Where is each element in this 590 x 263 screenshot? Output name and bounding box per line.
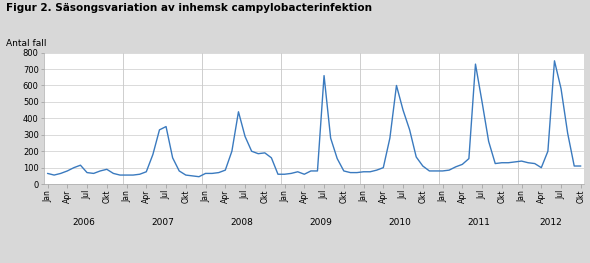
Text: 2006: 2006 (73, 218, 95, 227)
Text: Figur 2. Säsongsvariation av inhemsk campylobacterinfektion: Figur 2. Säsongsvariation av inhemsk cam… (6, 3, 372, 13)
Text: Antal fall: Antal fall (6, 39, 47, 48)
Text: 2011: 2011 (467, 218, 490, 227)
Text: 2009: 2009 (309, 218, 332, 227)
Text: 2012: 2012 (540, 218, 562, 227)
Text: 2010: 2010 (388, 218, 411, 227)
Text: 2007: 2007 (151, 218, 174, 227)
Text: 2008: 2008 (230, 218, 253, 227)
